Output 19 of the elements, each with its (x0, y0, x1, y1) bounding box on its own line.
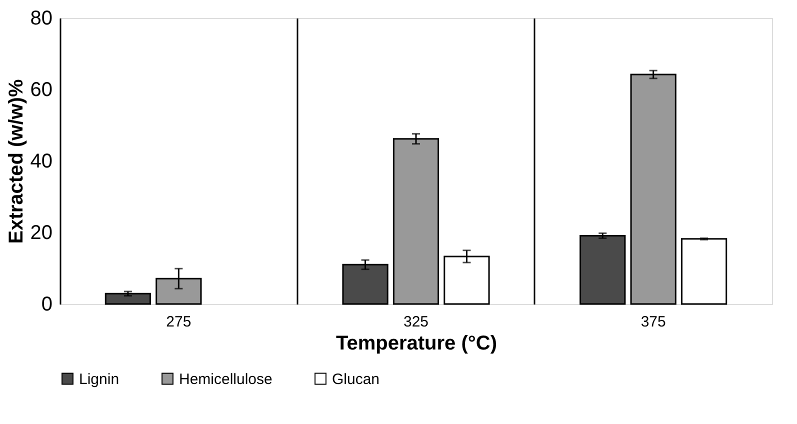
y-tick-label: 60 (30, 79, 52, 101)
x-tick-label: 325 (403, 314, 429, 330)
x-axis-title: Temperature (°C) (336, 332, 497, 354)
bar (392, 138, 440, 305)
bar (104, 292, 152, 305)
x-tick-label: 375 (640, 314, 666, 330)
bar (630, 74, 676, 305)
legend-label: Glucan (332, 370, 380, 388)
y-tick-label: 0 (41, 294, 52, 316)
y-tick-label: 40 (30, 150, 52, 172)
bar (680, 238, 728, 305)
legend-label: Lignin (79, 370, 120, 388)
y-tick-label: 20 (30, 222, 52, 244)
x-tick-label: 275 (166, 314, 192, 330)
y-tick-label: 80 (30, 8, 52, 30)
bar (580, 234, 626, 305)
y-axis-title: Extracted (w/w)% (5, 79, 28, 244)
bar (342, 264, 388, 305)
legend-label: Hemicellulose (179, 370, 272, 388)
